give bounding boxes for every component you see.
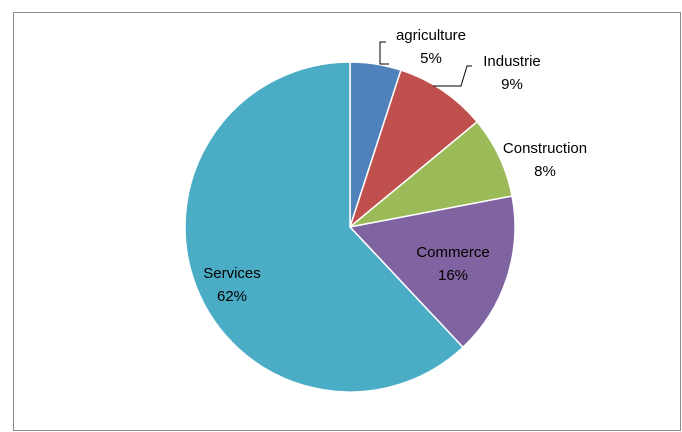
slice-percent-label: 62% <box>217 288 247 305</box>
slice-category-name: agriculture <box>396 27 466 44</box>
slice-percent-label: 5% <box>420 50 442 67</box>
slice-label-agriculture: agriculture 5% <box>396 27 466 67</box>
slice-percent-label: 9% <box>501 76 523 93</box>
pie-slice-commerce <box>348 195 516 349</box>
pie-slice-industrie <box>348 69 479 230</box>
leader-line-agriculture <box>379 41 389 65</box>
leader-line-industrie <box>433 65 472 87</box>
slice-label-industrie: Industrie 9% <box>483 53 541 93</box>
slice-percent-label: 8% <box>534 163 556 180</box>
slice-category-name: Services <box>203 265 261 282</box>
slice-percent-label: 16% <box>438 267 468 284</box>
slice-category-name: Construction <box>503 140 587 157</box>
slice-label-commerce: Commerce 16% <box>416 244 489 284</box>
slice-label-construction: Construction 8% <box>503 140 587 180</box>
slice-category-name: Commerce <box>416 244 489 261</box>
slice-category-name: Industrie <box>483 53 541 70</box>
slice-label-services: Services 62% <box>203 265 261 305</box>
pie-slice-services <box>184 61 465 393</box>
